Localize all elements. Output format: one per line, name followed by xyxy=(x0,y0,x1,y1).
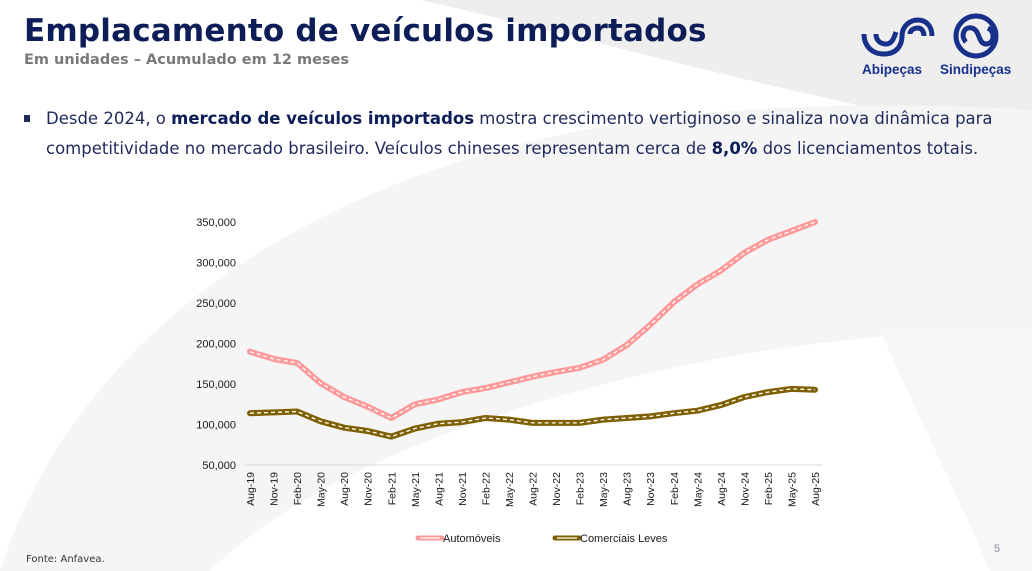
background-swoosh-large xyxy=(0,105,1032,571)
x-tick-label: Nov-20 xyxy=(363,472,375,506)
y-tick-label: 100,000 xyxy=(196,420,236,432)
page-number: 5 xyxy=(994,543,1001,555)
x-tick-label: May-23 xyxy=(598,472,610,507)
bullet-bold-market: mercado de veículos importados xyxy=(171,109,475,128)
x-tick-label: Aug-20 xyxy=(339,472,351,506)
x-tick-label: Nov-22 xyxy=(551,472,563,506)
abipecas-symbol xyxy=(861,17,935,57)
page-subtitle: Em unidades – Acumulado em 12 meses xyxy=(24,52,350,68)
x-tick-label: Feb-23 xyxy=(575,472,587,505)
legend-label: Automóveis xyxy=(443,533,501,545)
legend-item: Automóveis xyxy=(415,533,501,545)
series-comerciais-leves xyxy=(247,385,818,440)
series-automoveis xyxy=(247,219,818,421)
x-tick-label: Nov-19 xyxy=(269,472,281,506)
x-tick-label: May-21 xyxy=(410,472,422,507)
x-tick-label: Nov-24 xyxy=(739,472,751,506)
bullet-square-icon xyxy=(24,115,30,122)
x-tick-label: Feb-21 xyxy=(386,472,398,505)
y-tick-label: 150,000 xyxy=(196,379,236,391)
page-title: Emplacamento de veículos importados xyxy=(24,13,707,49)
x-tick-label: Aug-19 xyxy=(245,472,257,506)
bullet-bold-percent: 8,0% xyxy=(711,139,758,158)
x-tick-label: Aug-25 xyxy=(810,472,822,506)
x-tick-label: Aug-22 xyxy=(528,472,540,506)
background-swoosh-right xyxy=(880,330,1032,571)
x-tick-label: Feb-25 xyxy=(763,472,775,505)
logo-sindipecas-text: Sindipeças xyxy=(940,62,1012,77)
logo-abipecas-text: Abipeças xyxy=(862,62,923,77)
x-tick-label: May-20 xyxy=(316,472,328,507)
series-line xyxy=(247,219,818,421)
y-tick-label: 350,000 xyxy=(196,217,236,229)
series-lines xyxy=(247,219,818,440)
bullet-text-part-2: mostra crescimento vertiginoso e sinaliz… xyxy=(46,109,993,158)
y-axis: 50,000 100,000 150,000 200,000 250,000 300,00… xyxy=(196,217,236,472)
y-tick-label: 50,000 xyxy=(202,460,236,472)
bullet-point: Desde 2024, o mercado de veículos import… xyxy=(24,104,1014,164)
y-tick-label: 250,000 xyxy=(196,298,236,310)
source-note: Fonte: Anfavea. xyxy=(26,554,105,565)
x-tick-label: Aug-23 xyxy=(622,472,634,506)
x-tick-label: May-24 xyxy=(692,472,704,507)
x-tick-label: Nov-21 xyxy=(457,472,469,506)
imported-vehicles-line-chart: 50,000 100,000 150,000 200,000 250,000 300,00… xyxy=(196,217,822,545)
logo-mark-icon xyxy=(861,13,999,59)
x-axis-ticks: Aug-19 Nov-19 Feb-20 May-20 Aug-20 Nov-20 Feb-… xyxy=(245,472,822,507)
x-tick-label: May-22 xyxy=(504,472,516,507)
series-line xyxy=(247,385,818,440)
x-tick-label: Feb-22 xyxy=(480,472,492,505)
bullet-text-part-1: Desde 2024, o xyxy=(46,109,172,128)
legend-item: Comerciais Leves xyxy=(552,533,668,545)
x-tick-label: Feb-20 xyxy=(292,472,304,505)
bullet-text-part-3: dos licenciamentos totais. xyxy=(757,139,979,158)
x-tick-label: Aug-21 xyxy=(433,472,445,506)
x-tick-label: Feb-24 xyxy=(669,472,681,505)
sindipecas-symbol-outer xyxy=(953,13,999,59)
x-tick-label: Aug-24 xyxy=(716,472,728,506)
background-swoosh-top xyxy=(420,0,1032,140)
x-tick-label: Nov-23 xyxy=(645,472,657,506)
abipecas-sindipecas-logo: Abipeças Sindipeças xyxy=(858,12,1018,78)
bullet-text: Desde 2024, o mercado de veículos import… xyxy=(46,104,1014,164)
sindipecas-symbol-inner xyxy=(960,25,996,47)
x-tick-label: May-25 xyxy=(786,472,798,507)
y-tick-label: 200,000 xyxy=(196,339,236,351)
y-tick-label: 300,000 xyxy=(196,258,236,270)
legend-label: Comerciais Leves xyxy=(580,533,668,545)
chart-legend: Automóveis Comerciais Leves xyxy=(415,533,668,545)
abipecas-symbol-inner xyxy=(873,25,927,47)
series-line-inner-dash xyxy=(249,388,816,438)
